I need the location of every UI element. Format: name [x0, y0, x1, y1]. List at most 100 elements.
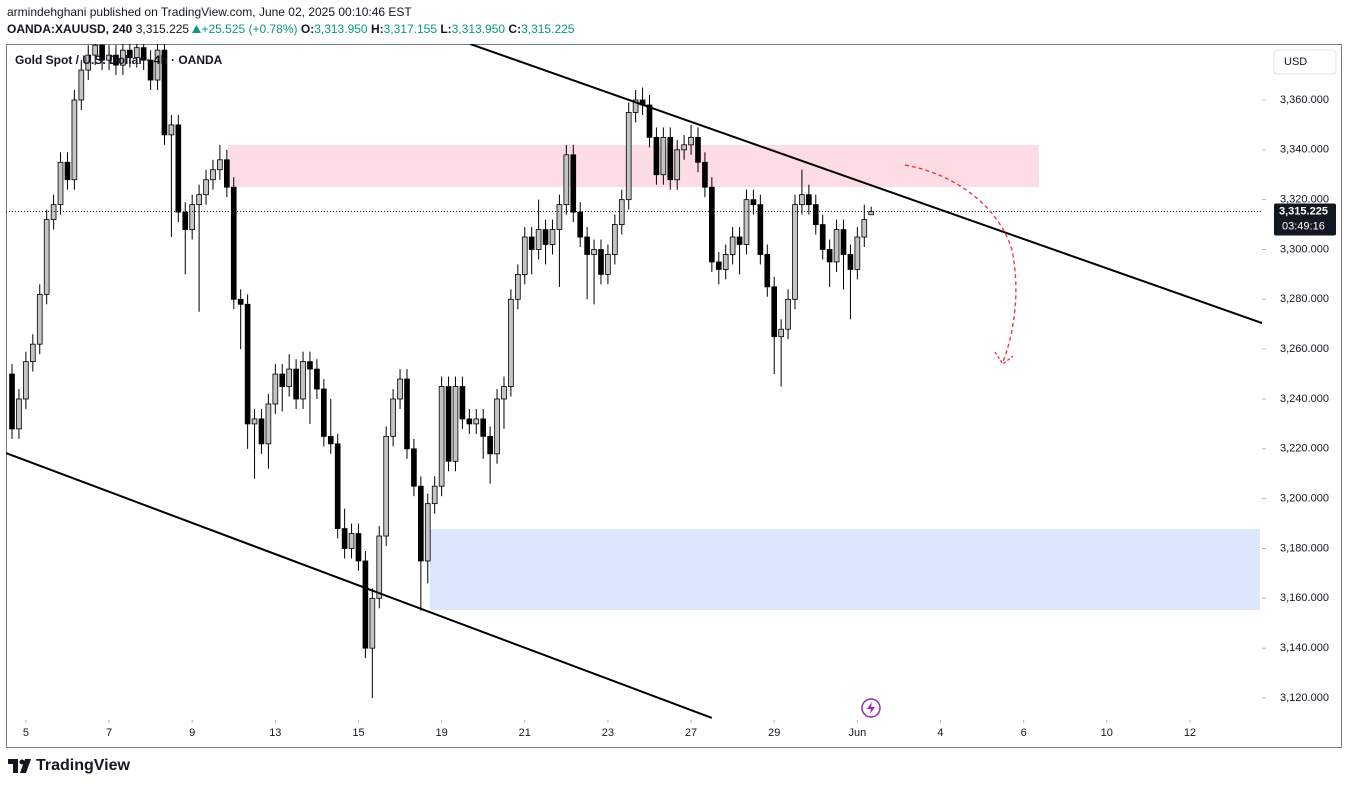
- candle-body: [715, 261, 722, 270]
- x-tick-label: 13: [269, 727, 281, 739]
- candle-body: [140, 47, 147, 61]
- candle-body: [452, 386, 459, 462]
- h-value: 3,317.155: [383, 22, 437, 36]
- y-tick-label: 3,300.000: [1280, 243, 1329, 255]
- candle-body: [778, 328, 784, 338]
- y-tick-label: 3,260.000: [1280, 343, 1329, 355]
- candle-body: [445, 386, 452, 462]
- candle-body: [847, 254, 854, 270]
- candle-body: [577, 211, 584, 238]
- candle-body: [341, 528, 348, 549]
- currency[interactable]: USD: [1284, 56, 1307, 68]
- c-label: C:: [508, 22, 522, 36]
- candle-body: [362, 560, 369, 649]
- o-value: 3,313.950: [314, 22, 368, 36]
- zone: [228, 145, 1039, 187]
- candle-body: [147, 59, 154, 81]
- y-tick-label: 3,220.000: [1280, 443, 1329, 455]
- candle-body: [78, 69, 85, 101]
- candle-body: [196, 194, 202, 206]
- candle-body: [203, 179, 209, 196]
- candle-body: [709, 186, 715, 263]
- candle-body: [501, 386, 507, 400]
- candle-body: [515, 274, 521, 300]
- candle-body: [411, 448, 417, 487]
- candle-body: [785, 298, 791, 330]
- candle-body: [764, 254, 771, 288]
- event-bolt: [867, 702, 875, 714]
- l-label: L:: [440, 22, 452, 36]
- y-tick-label: 3,240.000: [1280, 393, 1329, 405]
- candle-body: [549, 229, 556, 245]
- candle-body: [605, 254, 611, 275]
- candle-body: [508, 298, 514, 387]
- x-tick-label: 9: [189, 727, 195, 739]
- candle-body: [840, 229, 847, 255]
- last-price-label: 3,315.225: [1279, 205, 1328, 217]
- candle-body: [521, 236, 528, 275]
- candle-body: [71, 99, 78, 181]
- candle-body: [92, 44, 98, 56]
- candle-body: [556, 204, 563, 230]
- candle-body: [217, 159, 223, 171]
- trendline: [469, 44, 1262, 325]
- candle-body: [64, 161, 71, 181]
- candle-body: [383, 435, 390, 537]
- candle-body: [868, 211, 875, 216]
- publish-info: armindehghani published on TradingView.c…: [7, 5, 412, 19]
- candle-body: [272, 373, 279, 405]
- candle-body: [106, 54, 112, 61]
- candle-body: [494, 398, 500, 455]
- candle-body: [50, 204, 57, 220]
- candle-body: [674, 149, 681, 181]
- candle-body: [667, 136, 674, 181]
- trendline: [6, 452, 713, 719]
- candle-body: [660, 136, 667, 176]
- candle-body: [632, 99, 639, 113]
- y-tick-label: 3,200.000: [1280, 493, 1329, 505]
- candle-body: [334, 443, 341, 529]
- candle-body: [743, 199, 750, 245]
- candle-body: [424, 503, 431, 562]
- candle-body: [189, 204, 196, 230]
- up-arrow: [192, 25, 202, 33]
- candle-body: [251, 418, 258, 425]
- y-tick-label: 3,180.000: [1280, 542, 1329, 554]
- candle-body: [99, 44, 105, 61]
- candle-body: [348, 533, 355, 549]
- candle-body: [355, 533, 362, 562]
- currency-button[interactable]: [1273, 49, 1337, 75]
- y-tick-label: 3,360.000: [1280, 94, 1329, 106]
- brand: TradingView: [36, 757, 130, 774]
- change: +25.525 (+0.78%): [201, 22, 298, 36]
- candle-body: [376, 535, 383, 599]
- x-tick-label: 27: [685, 727, 697, 739]
- candle-body: [570, 154, 577, 213]
- candle-body: [833, 229, 840, 263]
- x-tick-label: 23: [602, 727, 614, 739]
- candle-body: [598, 249, 604, 275]
- x-tick-label: 10: [1101, 727, 1113, 739]
- event-icon[interactable]: [861, 698, 881, 718]
- candle-body: [369, 597, 376, 649]
- symbol-bar: OANDA:XAUUSD, 240 3,315.225 +25.525 (+0.…: [7, 22, 574, 36]
- candle-body: [431, 485, 438, 505]
- h-label: H:: [370, 22, 384, 36]
- candle-body: [237, 298, 244, 305]
- symbol: OANDA:XAUUSD, 240: [7, 22, 133, 36]
- candle-body: [133, 47, 140, 59]
- candle-body: [646, 104, 653, 138]
- candle-body: [258, 418, 265, 445]
- candle-body: [473, 418, 480, 425]
- candle-body: [438, 386, 445, 487]
- candle-body: [210, 169, 216, 181]
- candle-body: [168, 124, 175, 136]
- o-label: O:: [300, 22, 315, 36]
- candle-body: [120, 49, 126, 66]
- candle-body: [591, 249, 597, 255]
- y-tick-label: 3,340.000: [1280, 144, 1329, 156]
- y-tick-label: 3,140.000: [1280, 642, 1329, 654]
- candle-body: [390, 398, 396, 437]
- candle-body: [244, 303, 251, 425]
- x-tick-label: 5: [23, 727, 29, 739]
